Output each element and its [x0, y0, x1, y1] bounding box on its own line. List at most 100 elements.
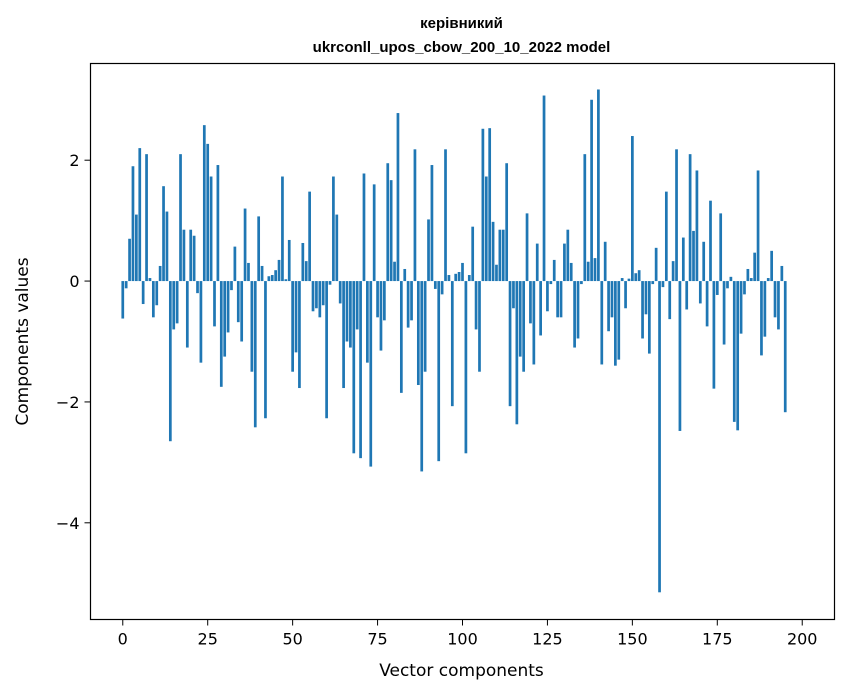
bar	[243, 208, 247, 282]
x-tick-label: 200	[787, 630, 818, 649]
x-tick-label: 150	[617, 630, 648, 649]
bar	[230, 281, 233, 291]
bar	[488, 128, 492, 282]
bar	[495, 264, 498, 282]
bar	[386, 163, 390, 282]
bar	[321, 281, 325, 306]
bar	[383, 281, 386, 321]
bar	[352, 281, 356, 454]
bar	[284, 279, 288, 282]
bar	[158, 265, 162, 282]
bar	[732, 281, 736, 422]
bar	[705, 281, 709, 327]
bar	[607, 281, 610, 332]
bar	[457, 272, 461, 282]
bar	[247, 262, 250, 282]
bar	[209, 176, 213, 282]
bar	[573, 281, 576, 348]
bar	[464, 281, 468, 454]
x-tick-label: 100	[447, 630, 478, 649]
bar	[600, 281, 604, 365]
bar	[576, 281, 580, 339]
y-axis-ticks: −4 −2 0 2	[56, 151, 91, 533]
bar	[590, 99, 593, 282]
bar	[726, 281, 729, 289]
bar	[213, 281, 216, 327]
bar	[722, 281, 726, 345]
bar	[512, 281, 515, 309]
bar	[362, 173, 366, 282]
bar	[539, 281, 542, 336]
bar	[749, 278, 753, 282]
bar	[620, 278, 624, 282]
bar	[335, 214, 339, 282]
bar	[753, 252, 757, 282]
chart-title: керівникий	[420, 15, 503, 32]
bar	[783, 281, 787, 413]
bar	[260, 265, 264, 282]
bar	[780, 265, 784, 282]
x-tick-label: 50	[282, 630, 302, 649]
bar	[135, 214, 138, 282]
bar	[179, 154, 182, 282]
bar	[124, 281, 128, 289]
y-axis-label: Components values	[13, 257, 33, 425]
bar	[481, 128, 485, 282]
x-axis-ticks: 0 25 50 75 100 125 150 175 200	[118, 619, 818, 649]
bar	[145, 154, 148, 282]
y-tick-label: 0	[69, 272, 79, 291]
bar	[715, 281, 719, 295]
x-tick-label: 0	[118, 630, 128, 649]
bar	[637, 270, 641, 282]
bar	[698, 281, 702, 304]
bar	[257, 216, 261, 282]
bar	[702, 241, 706, 282]
bar	[165, 211, 169, 282]
bar	[678, 281, 682, 431]
bar	[729, 276, 733, 282]
bar	[281, 176, 284, 282]
bar	[760, 281, 763, 356]
bar	[467, 275, 471, 282]
bar	[593, 258, 597, 282]
bar	[406, 281, 410, 328]
bar	[148, 278, 152, 282]
bar	[189, 229, 193, 282]
bar	[671, 261, 675, 282]
bar	[525, 213, 529, 282]
bar	[695, 170, 699, 282]
bar	[342, 281, 345, 389]
bar	[532, 281, 536, 365]
bar-series	[121, 89, 787, 593]
bar	[325, 281, 328, 419]
bar	[474, 281, 478, 330]
x-tick-label: 25	[198, 630, 218, 649]
bar	[369, 281, 373, 467]
bar	[651, 281, 655, 285]
bar	[175, 281, 179, 324]
bar	[332, 176, 335, 282]
bar	[661, 281, 665, 288]
bar	[219, 281, 223, 387]
bar	[226, 281, 230, 333]
bar	[413, 149, 417, 282]
bar	[196, 281, 199, 294]
bar	[311, 281, 315, 312]
bar	[484, 176, 488, 282]
bar	[308, 191, 311, 282]
x-axis-label: Vector components	[379, 661, 544, 681]
bar	[563, 243, 566, 282]
x-tick-label: 75	[367, 630, 387, 649]
bar	[515, 281, 519, 425]
bar	[182, 229, 186, 282]
bar	[264, 281, 267, 419]
bar	[770, 250, 774, 282]
bar	[559, 281, 563, 318]
bar	[202, 125, 206, 282]
bar	[692, 230, 695, 282]
plot-frame	[89, 62, 836, 621]
bar	[617, 281, 621, 360]
bar	[552, 259, 556, 282]
bar	[240, 281, 244, 342]
bar	[549, 281, 553, 285]
